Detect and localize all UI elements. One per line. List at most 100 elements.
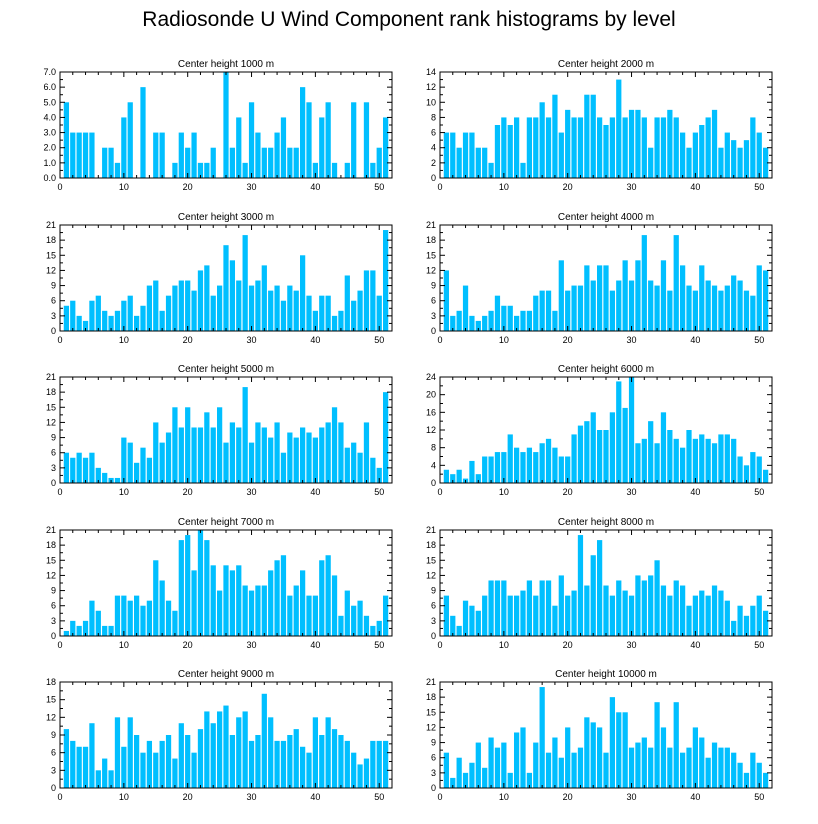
- y-tick-label: 18: [426, 540, 436, 550]
- x-tick-label: 0: [57, 335, 62, 345]
- histogram-bar: [571, 434, 577, 483]
- histogram-bar: [494, 580, 501, 636]
- histogram-bar: [526, 447, 533, 483]
- histogram-bar: [494, 452, 501, 483]
- histogram-bar: [325, 102, 331, 178]
- y-tick-label: 8: [431, 112, 436, 122]
- histogram-bar: [114, 162, 121, 178]
- histogram-bar: [565, 595, 571, 636]
- y-tick-label: 4.0: [43, 112, 56, 122]
- y-tick-label: 12: [46, 570, 56, 580]
- histogram-bar: [204, 540, 210, 636]
- y-tick-label: 15: [46, 695, 56, 705]
- histogram-bar: [443, 469, 450, 483]
- histogram-bar: [306, 752, 312, 788]
- x-tick-label: 10: [499, 640, 509, 650]
- histogram-bar: [648, 421, 654, 483]
- histogram-bar: [363, 270, 370, 331]
- histogram-bar: [191, 132, 197, 178]
- histogram-bar: [108, 315, 114, 331]
- histogram-bar: [641, 117, 647, 178]
- histogram-bar: [82, 620, 89, 636]
- histogram-bar: [242, 387, 248, 483]
- histogram-bar: [501, 117, 507, 178]
- histogram-bar: [325, 555, 331, 636]
- histogram-bar: [338, 422, 344, 483]
- histogram-bar: [462, 285, 469, 331]
- histogram-bar: [351, 442, 357, 483]
- histogram-panel: Center height 6000 m 0 10 20 30 40 50 0 4 8 12 16 20…: [426, 364, 773, 497]
- x-tick-label: 20: [183, 182, 193, 192]
- y-tick-label: 21: [46, 220, 56, 230]
- histogram-bar: [724, 434, 730, 483]
- histogram-bar: [185, 147, 191, 178]
- histogram-bar: [539, 290, 545, 331]
- histogram-bar: [507, 772, 513, 788]
- histogram-bar: [383, 230, 389, 331]
- histogram-bar: [763, 469, 769, 483]
- histogram-bar: [501, 305, 507, 331]
- histogram-bar: [293, 585, 299, 636]
- y-tick-label: 18: [426, 692, 436, 702]
- histogram-bar: [319, 295, 325, 331]
- histogram-bar: [584, 94, 590, 178]
- histogram-bar: [520, 727, 526, 788]
- histogram-bar: [616, 79, 622, 178]
- histogram-bar: [383, 392, 389, 483]
- histogram-bar: [261, 427, 267, 483]
- x-tick-label: 0: [57, 792, 62, 802]
- y-tick-label: 12: [426, 722, 436, 732]
- histogram-bar: [344, 162, 350, 178]
- histogram-bar: [469, 762, 475, 788]
- x-tick-label: 30: [247, 640, 257, 650]
- histogram-bar: [692, 290, 699, 331]
- x-tick-label: 10: [499, 335, 509, 345]
- histogram-bar: [82, 746, 89, 788]
- y-tick-label: 21: [426, 677, 436, 687]
- histogram-bar: [603, 265, 609, 331]
- histogram-bar: [210, 295, 216, 331]
- histogram-bar: [628, 109, 635, 178]
- histogram-bar: [577, 747, 584, 788]
- histogram-bar: [338, 735, 344, 788]
- histogram-bar: [705, 757, 711, 788]
- histogram-bar: [134, 315, 140, 331]
- y-tick-label: 6: [51, 448, 56, 458]
- histogram-bar: [89, 600, 95, 636]
- histogram-bar: [539, 580, 545, 636]
- histogram-bar: [312, 162, 319, 178]
- x-tick-label: 30: [627, 792, 637, 802]
- x-tick-label: 30: [247, 792, 257, 802]
- histogram-bar: [82, 457, 89, 483]
- y-tick-label: 0: [51, 478, 56, 488]
- histogram-bar: [165, 600, 172, 636]
- histogram-bar: [590, 722, 596, 788]
- histogram-bar: [488, 737, 494, 788]
- histogram-bar: [660, 260, 667, 331]
- histogram-bar: [648, 147, 654, 178]
- histogram-bar: [654, 702, 660, 788]
- histogram-bar: [641, 580, 647, 636]
- panel-title: Center height 10000 m: [555, 669, 657, 680]
- histogram-bar: [475, 742, 481, 788]
- histogram-bar: [680, 447, 686, 483]
- histogram-bar: [70, 132, 76, 178]
- y-tick-label: 15: [426, 555, 436, 565]
- histogram-bar: [462, 600, 469, 636]
- histogram-bar: [443, 752, 450, 788]
- x-tick-label: 40: [310, 335, 320, 345]
- histogram-bar: [63, 305, 70, 331]
- histogram-bar: [520, 310, 526, 331]
- histogram-bar: [274, 560, 280, 636]
- y-tick-label: 0: [431, 173, 436, 183]
- x-tick-label: 50: [754, 335, 764, 345]
- histogram-bar: [507, 595, 513, 636]
- y-tick-label: 15: [46, 555, 56, 565]
- histogram-bar: [450, 615, 456, 636]
- histogram-bar: [82, 132, 89, 178]
- histogram-bar: [223, 72, 229, 178]
- histogram-bar: [63, 102, 70, 178]
- histogram-bar: [236, 280, 242, 331]
- y-tick-label: 2.0: [43, 143, 56, 153]
- histogram-bar: [482, 595, 488, 636]
